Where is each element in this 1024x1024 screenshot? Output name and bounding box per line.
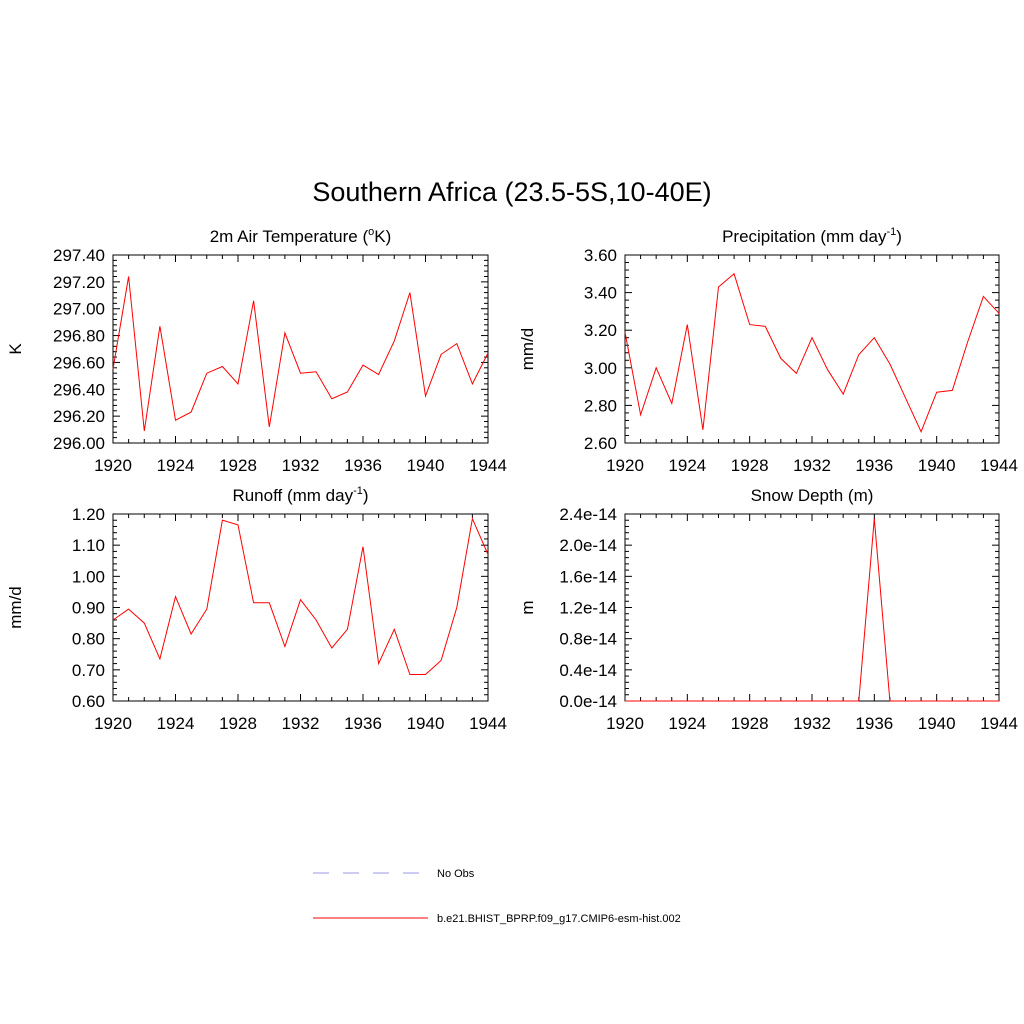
x-tick-label: 1936 <box>344 456 382 475</box>
panel-title-suffix: ) <box>363 486 369 505</box>
panel-title-superscript: -1 <box>886 226 896 238</box>
y-tick-label: 0.8e-14 <box>559 630 617 649</box>
x-tick-label: 1924 <box>668 714 706 733</box>
figure-title: Southern Africa (23.5-5S,10-40E) <box>312 177 711 207</box>
panel-title-text: 2m Air Temperature ( <box>210 227 369 246</box>
y-tick-label: 0.70 <box>72 661 105 680</box>
x-tick-label: 1924 <box>157 456 195 475</box>
x-tick-label: 1944 <box>980 714 1018 733</box>
y-tick-label: 2.4e-14 <box>559 505 617 524</box>
y-tick-label: 297.20 <box>53 273 105 292</box>
plot-frame <box>624 254 1000 444</box>
panel-title-suffix: K) <box>374 227 391 246</box>
x-tick-label: 1920 <box>606 456 644 475</box>
x-tick-label: 1936 <box>344 714 382 733</box>
panel-title-superscript: -1 <box>353 485 363 497</box>
x-tick-label: 1944 <box>469 456 507 475</box>
series-line-1 <box>625 518 999 702</box>
x-tick-label: 1940 <box>918 456 956 475</box>
panel-title-text: Runoff (mm day <box>232 486 353 505</box>
x-tick-label: 1936 <box>855 456 893 475</box>
x-tick-label: 1928 <box>219 714 257 733</box>
y-tick-label: 2.60 <box>584 434 617 453</box>
y-tick-label: 297.00 <box>53 300 105 319</box>
x-tick-label: 1932 <box>793 714 831 733</box>
y-tick-label: 3.00 <box>584 359 617 378</box>
chart-panels: 1920 1924 1928 1932 1936 1940 1944 296.00 296.20… <box>6 226 1018 733</box>
y-tick-label: 297.40 <box>53 246 105 265</box>
legend: No Obs b.e21.BHIST_BPRP.f09_g17.CMIP6-es… <box>313 868 681 925</box>
y-tick-label: 1.00 <box>72 567 105 586</box>
x-tick-label: 1940 <box>407 456 445 475</box>
x-tick-label: 1920 <box>94 714 132 733</box>
y-axis-label: mm/d <box>518 328 537 371</box>
chart-panel-4: 1920 1924 1928 1932 1936 1940 1944 0.0e-14 0.4e-… <box>518 486 1018 733</box>
panel-title: Precipitation (mm day-1) <box>722 226 902 246</box>
x-tick-label: 1944 <box>980 456 1018 475</box>
chart-panel-3: 1920 1924 1928 1932 1936 1940 1944 0.60 0.70 0.80… <box>6 485 507 733</box>
panel-title: Snow Depth (m) <box>751 486 874 505</box>
x-tick-label: 1928 <box>731 714 769 733</box>
x-tick-label: 1924 <box>668 456 706 475</box>
y-tick-label: 296.00 <box>53 434 105 453</box>
y-axis-label: K <box>6 343 25 355</box>
panel-title-text: Precipitation (mm day <box>722 227 887 246</box>
chart-panel-1: 1920 1924 1928 1932 1936 1940 1944 296.00 296.20… <box>6 226 507 475</box>
x-tick-label: 1920 <box>606 714 644 733</box>
x-tick-label: 1928 <box>219 456 257 475</box>
x-tick-label: 1940 <box>407 714 445 733</box>
y-tick-label: 1.6e-14 <box>559 567 617 586</box>
y-tick-label: 3.40 <box>584 284 617 303</box>
x-tick-label: 1932 <box>793 456 831 475</box>
plot-frame <box>624 513 1000 702</box>
y-tick-label: 2.0e-14 <box>559 536 617 555</box>
series-line-1 <box>624 272 1000 433</box>
panel-title-superscript: o <box>368 226 374 238</box>
y-axis-label: mm/d <box>6 586 25 629</box>
y-tick-label: 0.90 <box>72 599 105 618</box>
panel-title-suffix: ) <box>896 227 902 246</box>
y-tick-label: 0.60 <box>72 692 105 711</box>
x-tick-label: 1920 <box>94 456 132 475</box>
x-tick-label: 1928 <box>731 456 769 475</box>
y-tick-label: 2.80 <box>584 396 617 415</box>
plot-frame <box>112 513 489 702</box>
y-tick-label: 3.60 <box>584 246 617 265</box>
y-tick-label: 296.20 <box>53 407 105 426</box>
y-tick-label: 0.4e-14 <box>559 661 617 680</box>
y-axis-label: m <box>518 600 537 614</box>
y-tick-label: 296.40 <box>53 380 105 399</box>
panel-title: 2m Air Temperature (oK) <box>210 226 392 246</box>
panel-title: Runoff (mm day-1) <box>232 485 368 505</box>
y-tick-label: 1.10 <box>72 536 105 555</box>
x-tick-label: 1932 <box>282 456 320 475</box>
series-line-1 <box>112 516 489 675</box>
y-tick-label: 3.20 <box>584 321 617 340</box>
x-tick-label: 1944 <box>469 714 507 733</box>
y-tick-label: 0.0e-14 <box>559 692 617 711</box>
x-tick-label: 1924 <box>157 714 195 733</box>
legend-label-model-run: b.e21.BHIST_BPRP.f09_g17.CMIP6-esm-hist.… <box>437 913 681 925</box>
series-line-1 <box>112 276 489 431</box>
y-tick-label: 296.60 <box>53 353 105 372</box>
x-tick-label: 1936 <box>855 714 893 733</box>
y-tick-label: 296.80 <box>53 327 105 346</box>
y-tick-label: 1.2e-14 <box>559 599 617 618</box>
legend-label-no-obs: No Obs <box>437 868 475 880</box>
plot-frame <box>112 254 489 444</box>
y-tick-label: 0.80 <box>72 630 105 649</box>
x-tick-label: 1932 <box>282 714 320 733</box>
y-tick-label: 1.20 <box>72 505 105 524</box>
x-tick-label: 1940 <box>918 714 956 733</box>
panel-title-text: Snow Depth (m) <box>751 486 874 505</box>
chart-panel-2: 1920 1924 1928 1932 1936 1940 1944 2.60 2.80 3.00… <box>518 226 1018 475</box>
